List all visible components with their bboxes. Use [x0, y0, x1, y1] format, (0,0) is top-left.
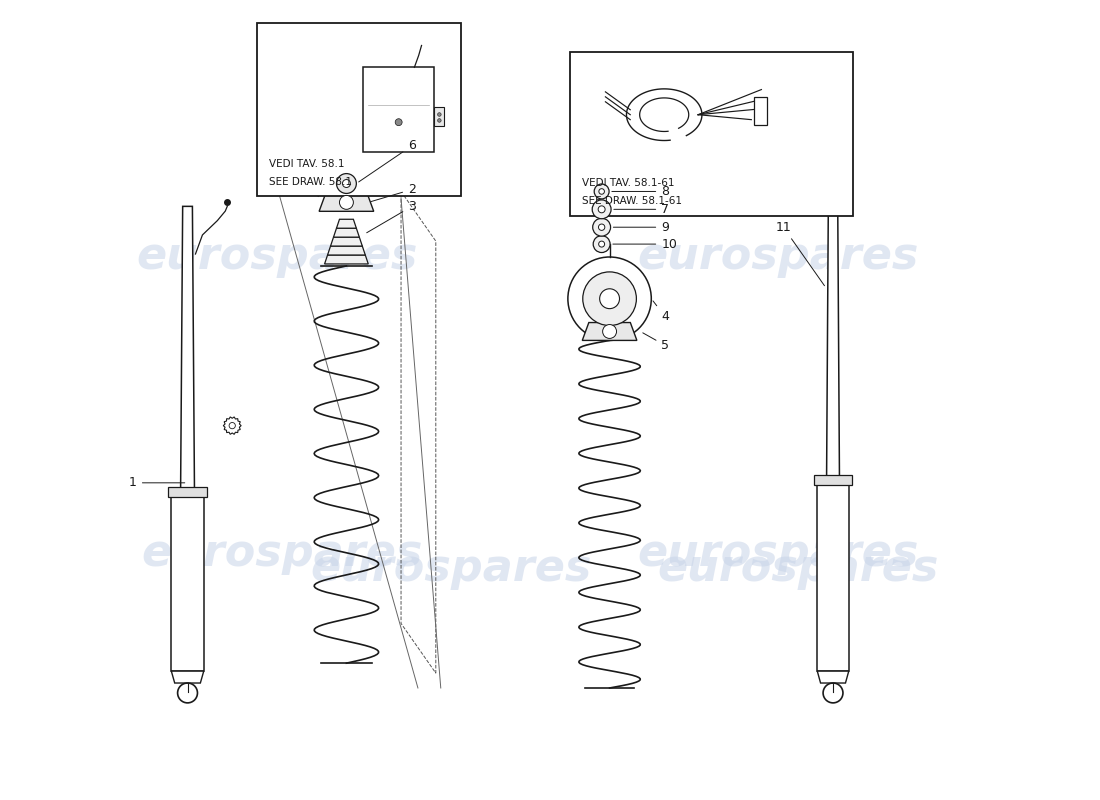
Text: 7: 7 [614, 203, 669, 216]
Circle shape [342, 179, 351, 187]
Circle shape [594, 184, 609, 199]
Bar [257, 22, 461, 197]
Text: eurospares: eurospares [658, 547, 939, 590]
Circle shape [598, 241, 605, 247]
Polygon shape [582, 322, 637, 341]
Circle shape [337, 174, 356, 194]
Circle shape [583, 272, 637, 326]
Circle shape [603, 325, 616, 338]
Text: 9: 9 [614, 221, 669, 234]
Text: 6: 6 [359, 139, 416, 182]
Polygon shape [817, 671, 849, 683]
Bar [754, 97, 768, 125]
Text: 5: 5 [642, 333, 669, 352]
Polygon shape [328, 246, 365, 255]
Text: 10: 10 [613, 238, 678, 250]
Polygon shape [337, 219, 356, 228]
Polygon shape [324, 255, 369, 264]
Polygon shape [180, 206, 195, 492]
Polygon shape [223, 417, 241, 434]
Circle shape [340, 195, 353, 210]
Bar [363, 67, 434, 152]
Text: 3: 3 [366, 200, 416, 233]
Circle shape [598, 224, 605, 230]
Polygon shape [170, 492, 205, 671]
Circle shape [600, 289, 619, 309]
Text: SEE DRAW. 58.1: SEE DRAW. 58.1 [270, 177, 352, 186]
Polygon shape [333, 228, 360, 237]
Polygon shape [319, 194, 374, 211]
Bar [168, 487, 207, 498]
Circle shape [598, 189, 604, 194]
Text: 11: 11 [776, 221, 825, 286]
Bar [814, 475, 851, 486]
Circle shape [229, 422, 235, 429]
Text: eurospares: eurospares [638, 234, 920, 278]
Polygon shape [816, 481, 849, 671]
Text: VEDI TAV. 58.1: VEDI TAV. 58.1 [270, 158, 344, 169]
Circle shape [568, 257, 651, 341]
Circle shape [395, 118, 403, 126]
Text: eurospares: eurospares [141, 533, 422, 575]
Polygon shape [826, 177, 839, 481]
Polygon shape [330, 237, 362, 246]
Text: eurospares: eurospares [136, 234, 418, 278]
Circle shape [593, 236, 611, 253]
Circle shape [438, 113, 441, 116]
Text: eurospares: eurospares [638, 533, 920, 575]
Circle shape [592, 200, 612, 218]
Circle shape [438, 118, 441, 122]
Text: 1: 1 [129, 476, 185, 490]
Text: 8: 8 [612, 185, 669, 198]
Text: eurospares: eurospares [310, 547, 592, 590]
Polygon shape [172, 671, 204, 683]
Bar [434, 106, 444, 126]
Text: SEE DRAW. 58.1-61: SEE DRAW. 58.1-61 [582, 196, 682, 206]
Text: 2: 2 [371, 183, 416, 202]
Circle shape [593, 218, 611, 236]
Circle shape [598, 206, 605, 213]
Text: 4: 4 [653, 301, 669, 323]
Bar [570, 53, 852, 216]
Text: VEDI TAV. 58.1-61: VEDI TAV. 58.1-61 [582, 178, 674, 189]
